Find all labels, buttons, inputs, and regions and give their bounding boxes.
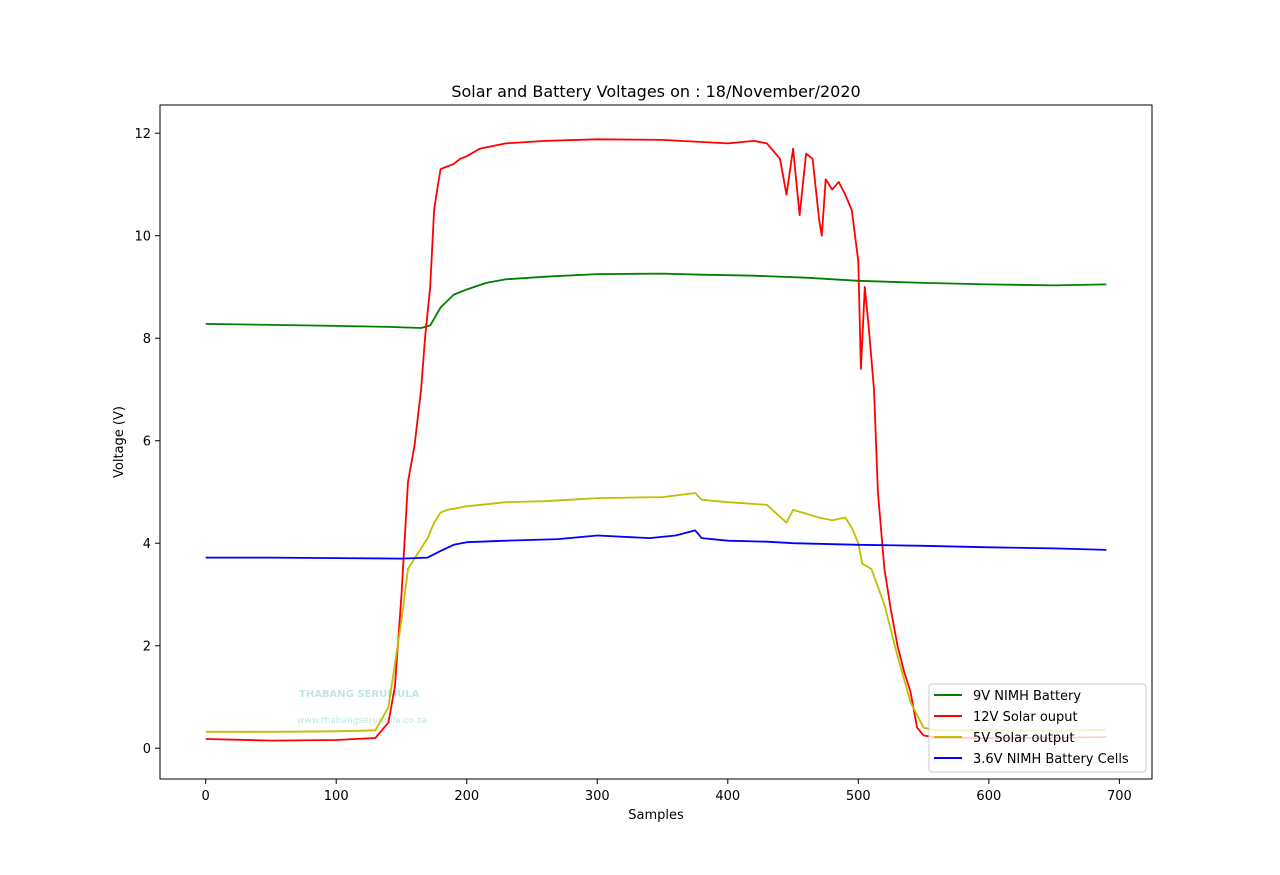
series-line-9v-nimh-battery	[205, 272, 1107, 329]
legend-label: 9V NIMH Battery	[973, 689, 1081, 704]
x-tick-label: 100	[324, 789, 349, 804]
y-tick-label: 8	[143, 332, 151, 347]
series-line-12v-solar-ouput	[205, 138, 1107, 742]
series-layer	[205, 138, 1107, 742]
x-tick-label: 500	[846, 789, 871, 804]
watermark-name: THABANG SERUMULA	[299, 689, 420, 700]
y-axis-title: Voltage (V)	[112, 406, 127, 478]
x-axis-title: Samples	[628, 808, 684, 823]
x-tick-label: 600	[976, 789, 1001, 804]
y-tick-label: 10	[134, 230, 151, 245]
x-tick-label: 0	[202, 789, 210, 804]
legend-box	[928, 683, 1147, 773]
x-tick-label: 400	[715, 789, 740, 804]
series-line-3-6v-nimh-battery-cells	[205, 529, 1107, 560]
legend: 9V NIMH Battery 12V Solar ouput 5V Solar o…	[928, 683, 1147, 773]
y-tick-label: 12	[134, 127, 151, 142]
y-axis-ticks: 0 2 4 6 8 10 12	[134, 127, 160, 757]
y-tick-label: 4	[143, 537, 151, 552]
plot-area	[160, 105, 1152, 779]
plot-frame	[159, 104, 1153, 780]
x-tick-label: 700	[1107, 789, 1132, 804]
x-tick-label: 200	[454, 789, 479, 804]
legend-label: 5V Solar output	[973, 731, 1074, 746]
watermark: THABANG SERUMULA www.thabangserumula.co.…	[297, 689, 427, 726]
x-axis-ticks: 0 100 200 300 400 500 600 700	[202, 779, 1132, 804]
y-tick-label: 0	[143, 742, 151, 757]
y-tick-label: 6	[143, 435, 151, 450]
legend-label: 3.6V NIMH Battery Cells	[973, 752, 1129, 767]
y-tick-label: 2	[143, 640, 151, 655]
chart-title: Solar and Battery Voltages on : 18/Novem…	[451, 82, 860, 101]
watermark-url: www.thabangserumula.co.za	[297, 716, 427, 726]
legend-label: 12V Solar ouput	[973, 710, 1078, 725]
x-tick-label: 300	[585, 789, 610, 804]
series-line-5v-solar-output	[205, 492, 1107, 733]
